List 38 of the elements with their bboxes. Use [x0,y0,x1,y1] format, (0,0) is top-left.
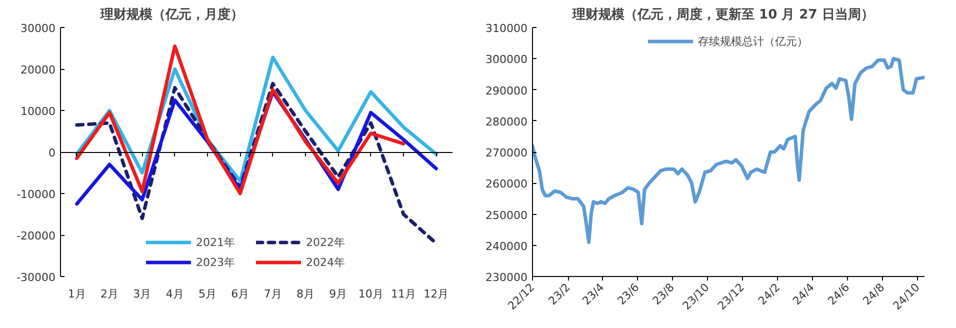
y-tick-label: -20000 [16,230,56,242]
legend-label: 2024年 [306,254,346,270]
y-tick-label: 250000 [486,208,528,222]
x-tick-label: 5月 [198,288,216,300]
x-tick-label: 7月 [264,288,282,300]
y-tick-label: 230000 [486,271,528,284]
x-tick-label: 2月 [100,288,118,300]
line-series [532,56,924,244]
x-tick-label: 4月 [166,288,184,300]
line-series [75,44,406,196]
y-tick-label: 260000 [486,178,528,191]
legend-label: 存续规模总计（亿元） [698,34,808,48]
chart-title: 理财规模（亿元，周度，更新至 10 月 27 日当周） [572,6,874,22]
y-tick-label: 0 [48,146,56,160]
x-tick-label: 12月 [424,288,449,300]
legend-label: 2023年 [196,254,236,270]
x-tick-label: 11月 [391,288,416,300]
y-tick-label: -30000 [16,271,56,284]
y-tick-label: 280000 [486,115,528,128]
y-tick-label: 240000 [486,240,528,253]
x-tick-label: 10月 [358,288,384,300]
x-tick-label: 9月 [329,288,348,300]
chart-title: 理财规模（亿元，月度） [100,6,244,22]
y-tick-label: 270000 [486,146,528,160]
legend-label: 2021年 [196,234,236,250]
y-tick-label: 300000 [486,53,528,66]
x-tick-label: 1月 [68,288,86,300]
y-tick-label: 290000 [486,84,528,98]
line-series [75,82,438,246]
x-tick-label: 3月 [133,288,152,300]
y-tick-label: 20000 [20,64,56,76]
legend-label: 2022年 [306,234,346,250]
y-tick-label: 310000 [486,22,528,35]
y-tick-label: -10000 [16,188,56,201]
x-tick-label: 8月 [296,288,314,300]
y-tick-label: 10000 [20,105,56,118]
x-tick-label: 6月 [231,288,250,300]
y-tick-label: 30000 [20,22,56,35]
